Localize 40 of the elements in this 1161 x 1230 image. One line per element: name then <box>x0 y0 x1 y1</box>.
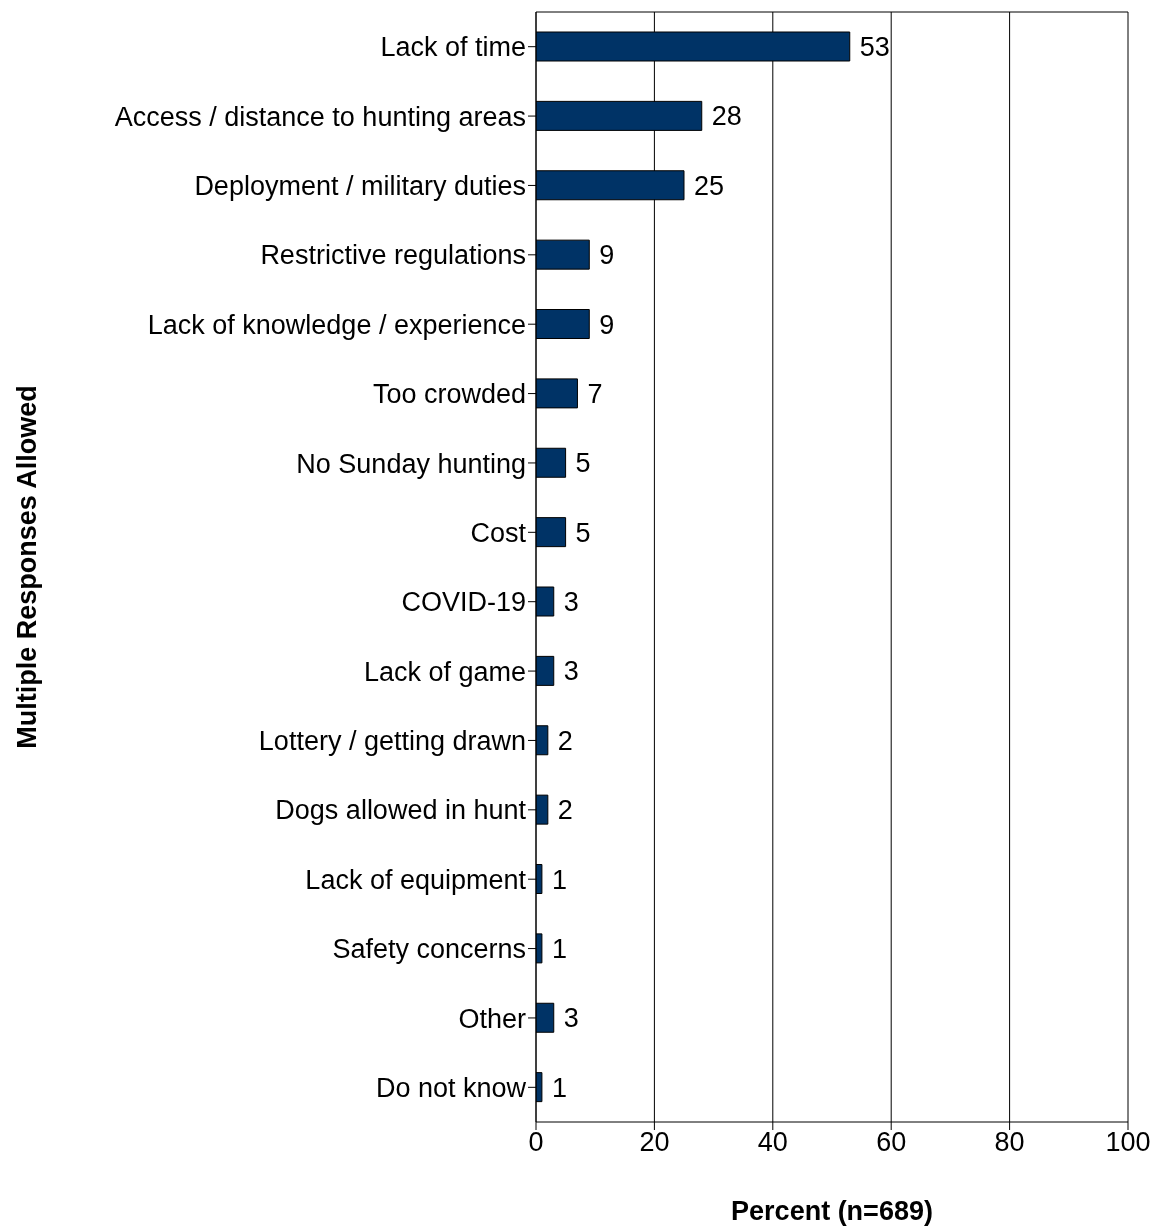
y-tick-label: Lack of equipment <box>305 864 527 895</box>
y-tick-label: Restrictive regulations <box>260 240 526 271</box>
y-tick-label: Other <box>458 1003 526 1034</box>
data-label: 9 <box>599 240 615 271</box>
data-label: 7 <box>587 378 603 409</box>
y-tick-label: COVID-19 <box>401 587 526 618</box>
data-label: 53 <box>859 32 890 63</box>
data-label: 5 <box>575 448 591 479</box>
data-label: 9 <box>599 309 615 340</box>
x-tick-label: 40 <box>757 1127 788 1158</box>
y-tick-label: Too crowded <box>372 379 526 410</box>
data-label: 28 <box>711 101 742 132</box>
y-tick-label: Lack of time <box>380 32 526 63</box>
y-tick-label: Lottery / getting drawn <box>258 726 526 757</box>
data-label: 25 <box>694 170 725 201</box>
data-label: 3 <box>563 1003 579 1034</box>
y-tick-label: Access / distance to hunting areas <box>114 101 526 132</box>
y-tick-label: Deployment / military duties <box>194 171 526 202</box>
x-tick-label: 0 <box>528 1127 544 1158</box>
y-tick-label: Lack of game <box>363 656 526 687</box>
y-tick-label: Safety concerns <box>332 934 526 965</box>
data-label: 2 <box>557 795 573 826</box>
y-tick-label: Lack of knowledge / experience <box>147 309 526 340</box>
x-tick-label: 80 <box>994 1127 1025 1158</box>
x-axis-title: Percent (n=689) <box>731 1196 933 1226</box>
data-label: 1 <box>551 933 567 964</box>
x-tick-label: 20 <box>639 1127 670 1158</box>
data-label: 3 <box>563 656 579 687</box>
data-label: 3 <box>563 587 579 618</box>
data-label: 5 <box>575 517 591 548</box>
x-tick-label: 100 <box>1105 1127 1151 1158</box>
y-tick-label: No Sunday hunting <box>296 448 526 479</box>
y-tick-label: Cost <box>470 517 527 548</box>
data-label: 1 <box>551 864 567 895</box>
data-label: 1 <box>551 1072 567 1103</box>
y-tick-label: Do not know <box>375 1072 527 1103</box>
y-tick-label: Dogs allowed in hunt <box>275 795 527 826</box>
x-tick-label: 60 <box>876 1127 907 1158</box>
data-label: 2 <box>557 725 573 756</box>
y-axis-title: Multiple Responses Allowed <box>11 385 42 749</box>
